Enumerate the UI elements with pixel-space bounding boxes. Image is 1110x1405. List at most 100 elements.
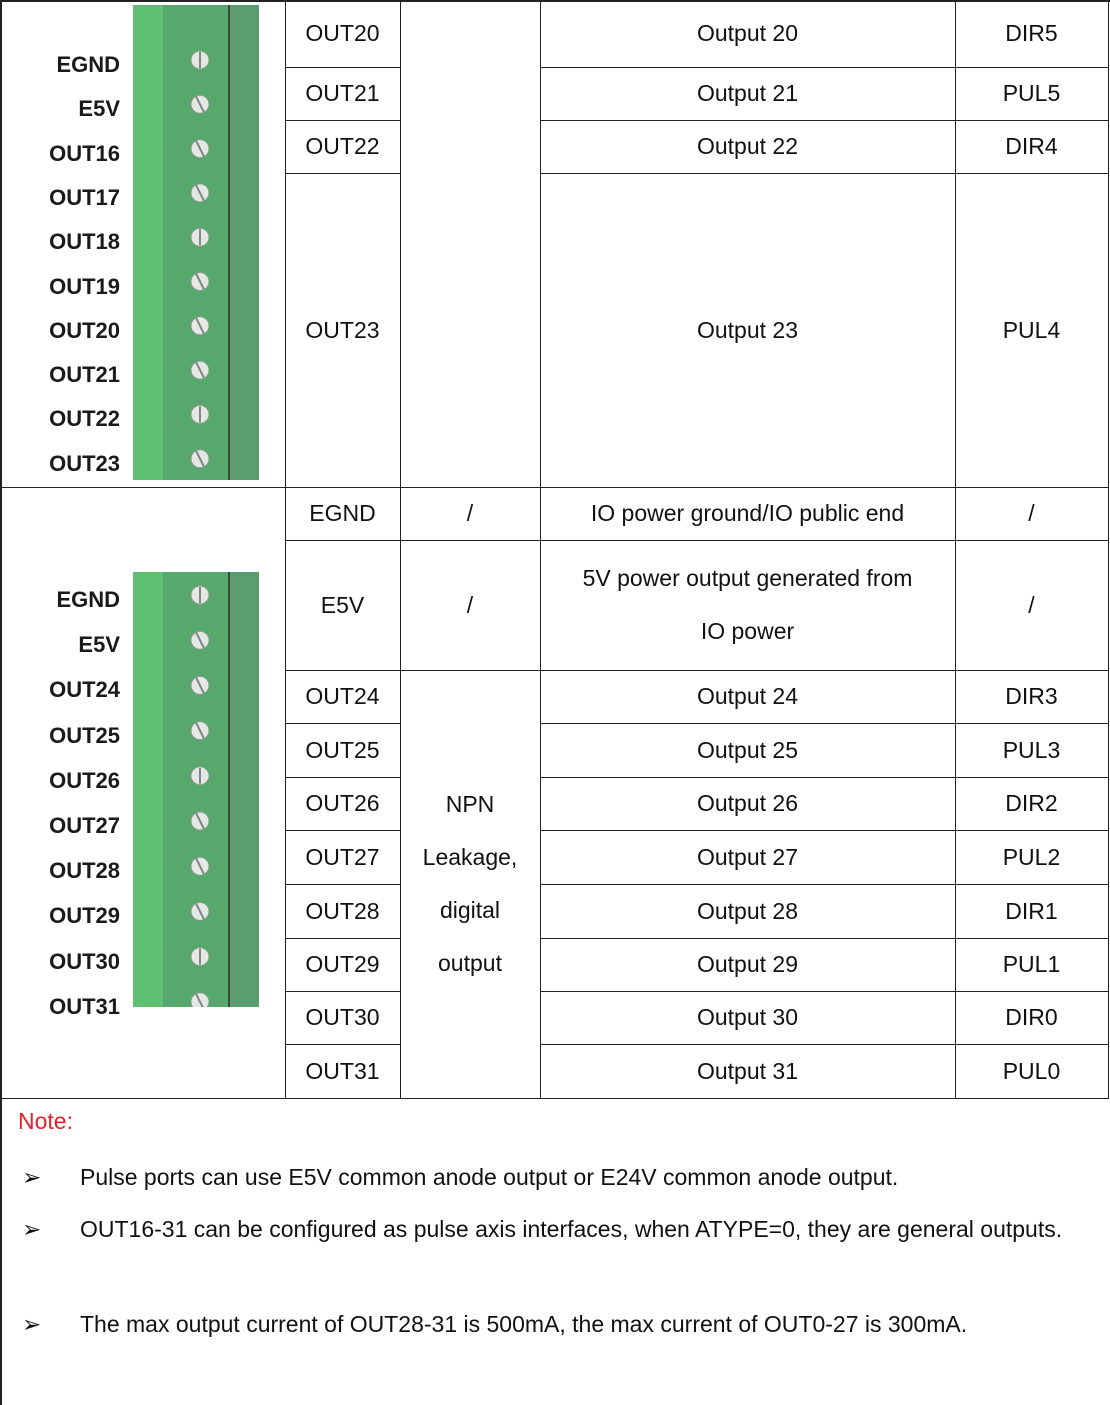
terminal-label: OUT27	[49, 813, 120, 838]
pulse-cell-text: PUL1	[1002, 951, 1061, 977]
pulse-cell: PUL3	[955, 723, 1109, 778]
pulse-cell-text: /	[1028, 500, 1035, 526]
description-cell: Output 23	[540, 173, 956, 488]
pulse-cell-text: DIR3	[1005, 683, 1058, 709]
description-cell: Output 22	[540, 120, 956, 174]
note-text: OUT16-31 can be configured as pulse axis…	[80, 1216, 1063, 1242]
note-text: Pulse ports can use E5V common anode out…	[80, 1164, 899, 1190]
name-cell: OUT27	[285, 830, 401, 885]
description-cell: Output 30	[540, 991, 956, 1045]
pulse-cell: DIR5	[955, 0, 1109, 68]
description-cell: Output 27	[540, 830, 956, 885]
name-cell: E5V	[285, 540, 401, 671]
description-cell-text: Output 22	[696, 133, 799, 159]
name-cell: OUT28	[285, 884, 401, 939]
pulse-cell: /	[955, 487, 1109, 541]
description-cell-text: IO power ground/IO public end	[590, 500, 905, 526]
terminal-label: OUT30	[49, 948, 120, 974]
terminal-label: OUT25	[49, 722, 120, 748]
description-cell-text: Output 30	[696, 1004, 799, 1030]
terminal-label: OUT16	[49, 140, 120, 166]
name-cell: OUT30	[285, 991, 401, 1045]
description-cell-text: Output 20	[696, 20, 799, 46]
name-cell-text: OUT28	[305, 897, 380, 924]
pulse-cell: PUL2	[955, 830, 1109, 885]
description-cell: Output 31	[540, 1044, 956, 1099]
bullet: ➢	[22, 1216, 42, 1242]
pulse-cell: DIR0	[955, 991, 1109, 1045]
name-cell: OUT25	[285, 723, 401, 778]
pulse-cell: DIR4	[955, 120, 1109, 174]
pulse-cell-text: DIR0	[1005, 1004, 1058, 1030]
description-cell: Output 28	[540, 884, 956, 939]
name-cell: OUT20	[285, 0, 401, 68]
terminal-label: EGND	[56, 587, 120, 612]
type-cell-text: /	[466, 591, 474, 618]
type-cell	[400, 0, 541, 488]
table-top-border	[0, 0, 1110, 2]
name-cell-text: OUT22	[305, 133, 380, 159]
terminal-label: OUT23	[49, 450, 120, 476]
terminal-label: E5V	[78, 632, 120, 658]
pulse-cell: PUL0	[955, 1044, 1109, 1099]
terminal-label: OUT24	[49, 677, 120, 703]
description-cell: IO power ground/IO public end	[540, 487, 956, 541]
description-cell-text: Output 31	[696, 1057, 799, 1084]
description-cell-text: Output 28	[696, 897, 799, 924]
terminal-label: OUT17	[49, 184, 120, 210]
pulse-cell-text: PUL4	[1002, 316, 1061, 343]
image-cell	[0, 0, 286, 488]
description-cell-text: Output 25	[696, 736, 799, 763]
image-cell	[0, 487, 286, 1099]
description-cell-text: Output 27	[696, 843, 799, 870]
name-cell-text: OUT21	[305, 80, 380, 106]
name-cell-text: OUT27	[305, 843, 380, 870]
terminal-label: EGND	[56, 52, 120, 77]
name-cell: OUT29	[285, 938, 401, 992]
name-cell-text: OUT20	[305, 20, 380, 46]
terminal-label: OUT22	[49, 406, 120, 432]
type-cell: /	[400, 540, 541, 671]
pulse-cell-text: DIR2	[1005, 790, 1058, 816]
description-cell: Output 26	[540, 777, 956, 831]
pulse-cell-text: /	[1028, 591, 1035, 618]
pulse-cell: PUL4	[955, 173, 1109, 488]
note-title: Note:	[18, 1108, 73, 1134]
pulse-cell-text: DIR1	[1005, 897, 1058, 924]
name-cell-text: OUT30	[305, 1004, 380, 1030]
description-cell-text: Output 21	[696, 80, 799, 106]
name-cell: OUT22	[285, 120, 401, 174]
pulse-cell: PUL5	[955, 67, 1109, 121]
name-cell-text: OUT25	[305, 736, 380, 763]
name-cell: OUT24	[285, 670, 401, 724]
description-cell: Output 21	[540, 67, 956, 121]
pulse-cell-text: DIR4	[1005, 133, 1058, 159]
terminal-label: OUT28	[49, 858, 120, 884]
terminal-label: OUT21	[49, 362, 120, 388]
name-cell-text: OUT24	[305, 683, 380, 709]
name-cell: OUT26	[285, 777, 401, 831]
pulse-cell: DIR3	[955, 670, 1109, 724]
terminal-label: OUT19	[49, 273, 120, 299]
description-cell-text: Output 23	[696, 316, 799, 343]
pulse-cell-text: PUL5	[1002, 80, 1061, 106]
name-cell-text: OUT23	[305, 316, 380, 343]
name-cell: OUT23	[285, 173, 401, 488]
terminal-label: OUT26	[49, 767, 120, 793]
type-cell-text: /	[466, 500, 474, 526]
pulse-cell-text: PUL0	[1002, 1057, 1061, 1084]
pulse-cell: PUL1	[955, 938, 1109, 992]
terminal-block	[133, 5, 259, 480]
terminal-label: OUT20	[49, 317, 120, 343]
pulse-cell: /	[955, 540, 1109, 671]
table-left-border	[0, 0, 2, 1405]
name-cell: OUT31	[285, 1044, 401, 1099]
bullet: ➢	[22, 1311, 42, 1337]
name-cell: OUT21	[285, 67, 401, 121]
name-cell-text: EGND	[309, 500, 376, 526]
name-cell-text: OUT29	[305, 951, 380, 977]
pulse-cell: DIR1	[955, 884, 1109, 939]
type-cell: /	[400, 487, 541, 541]
description-cell: Output 24	[540, 670, 956, 724]
